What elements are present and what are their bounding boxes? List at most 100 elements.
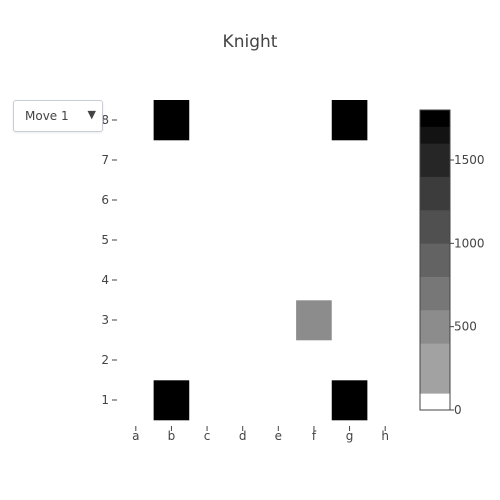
heatmap-cell-b4 bbox=[153, 260, 190, 301]
heatmap-cell-d3 bbox=[224, 300, 261, 341]
colorbar-band-6 bbox=[420, 176, 450, 211]
heatmap-cell-a4 bbox=[118, 260, 154, 301]
heatmap-cell-d7 bbox=[224, 140, 261, 181]
heatmap-cell-c4 bbox=[189, 260, 226, 301]
heatmap-cell-c7 bbox=[189, 140, 226, 181]
heatmap-cell-c2 bbox=[189, 340, 226, 381]
heatmap-cell-d4 bbox=[224, 260, 261, 301]
move-dropdown[interactable]: Move 1 ▼ bbox=[13, 100, 103, 132]
x-tick-d: d bbox=[239, 429, 247, 443]
heatmap-cell-f1 bbox=[296, 380, 333, 421]
x-axis: a b c d e f g h bbox=[132, 426, 389, 443]
heatmap-cell-b7 bbox=[153, 140, 190, 181]
heatmap-cell-a7 bbox=[118, 140, 154, 181]
chart-title: Knight bbox=[222, 32, 278, 52]
heatmap-cells bbox=[118, 100, 404, 421]
heatmap-cell-e8 bbox=[260, 100, 297, 141]
x-tick-e: e bbox=[275, 429, 282, 443]
colorbar-band-9 bbox=[420, 110, 450, 127]
y-tick-6: 6 bbox=[101, 193, 109, 207]
heatmap-cell-e6 bbox=[260, 180, 297, 221]
heatmap-cell-a8 bbox=[118, 100, 154, 141]
heatmap-cell-b5 bbox=[153, 220, 190, 261]
heatmap-cell-f5 bbox=[296, 220, 333, 261]
colorbar-tick-0: 0 bbox=[454, 403, 462, 417]
heatmap-cell-e2 bbox=[260, 340, 297, 381]
heatmap-cell-e1 bbox=[260, 380, 297, 421]
heatmap-cell-g5 bbox=[331, 220, 368, 261]
colorbar-tick-3: 1500 bbox=[454, 153, 485, 167]
colorbar-band-8 bbox=[420, 126, 450, 144]
colorbar: 0 500 1000 1500 bbox=[419, 109, 485, 417]
heatmap-cell-h3 bbox=[367, 300, 404, 341]
y-tick-3: 3 bbox=[101, 313, 109, 327]
heatmap-cell-h5 bbox=[367, 220, 404, 261]
heatmap-cell-f3 bbox=[296, 300, 333, 341]
heatmap-cell-g7 bbox=[331, 140, 368, 181]
heatmap-cell-b1 bbox=[153, 380, 190, 421]
heatmap-cell-h6 bbox=[367, 180, 404, 221]
heatmap-cell-h4 bbox=[367, 260, 404, 301]
heatmap-cell-c3 bbox=[189, 300, 226, 341]
y-tick-7: 7 bbox=[101, 153, 109, 167]
heatmap-cell-b3 bbox=[153, 300, 190, 341]
colorbar-outline bbox=[419, 109, 451, 411]
heatmap-cell-f8 bbox=[296, 100, 333, 141]
heatmap-cell-h7 bbox=[367, 140, 404, 181]
x-tick-a: a bbox=[132, 429, 139, 443]
heatmap-cell-d2 bbox=[224, 340, 261, 381]
heatmap-cell-g1 bbox=[331, 380, 368, 421]
heatmap-cell-a3 bbox=[118, 300, 154, 341]
heatmap-cell-a6 bbox=[118, 180, 154, 221]
y-axis: 1 2 3 4 5 6 7 8 bbox=[101, 113, 117, 407]
heatmap-cell-h8 bbox=[367, 100, 404, 141]
heatmap-cell-a5 bbox=[118, 220, 154, 261]
colorbar-band-2 bbox=[420, 310, 450, 344]
heatmap-cell-g2 bbox=[331, 340, 368, 381]
colorbar-band-4 bbox=[420, 243, 450, 277]
y-tick-5: 5 bbox=[101, 233, 109, 247]
heatmap-cell-f7 bbox=[296, 140, 333, 181]
heatmap-cell-f6 bbox=[296, 180, 333, 221]
heatmap-cell-d5 bbox=[224, 220, 261, 261]
heatmap-cell-a2 bbox=[118, 340, 154, 381]
heatmap-cell-e7 bbox=[260, 140, 297, 181]
heatmap-cell-c8 bbox=[189, 100, 226, 141]
heatmap-cell-f2 bbox=[296, 340, 333, 381]
heatmap-cell-e5 bbox=[260, 220, 297, 261]
heatmap-cell-b6 bbox=[153, 180, 190, 221]
y-tick-1: 1 bbox=[101, 393, 109, 407]
heatmap-cell-g3 bbox=[331, 300, 368, 341]
heatmap-cell-g6 bbox=[331, 180, 368, 221]
colorbar-band-5 bbox=[420, 210, 450, 244]
colorbar-band-0 bbox=[420, 393, 450, 411]
heatmap-cell-c1 bbox=[189, 380, 226, 421]
heatmap-cell-h1 bbox=[367, 380, 404, 421]
x-tick-h: h bbox=[381, 429, 389, 443]
heatmap-cell-g4 bbox=[331, 260, 368, 301]
heatmap-cell-b8 bbox=[153, 100, 190, 141]
heatmap-cell-d6 bbox=[224, 180, 261, 221]
heatmap-cell-c6 bbox=[189, 180, 226, 221]
heatmap-cell-b2 bbox=[153, 340, 190, 381]
heatmap-cell-e4 bbox=[260, 260, 297, 301]
chevron-down-icon: ▼ bbox=[87, 108, 96, 121]
heatmap-cell-d1 bbox=[224, 380, 261, 421]
y-tick-2: 2 bbox=[101, 353, 109, 367]
colorbar-band-7 bbox=[420, 143, 450, 177]
x-tick-f: f bbox=[312, 429, 317, 443]
heatmap-cell-a1 bbox=[118, 380, 154, 421]
heatmap-cell-d8 bbox=[224, 100, 261, 141]
heatmap-cell-f4 bbox=[296, 260, 333, 301]
x-tick-g: g bbox=[346, 429, 354, 443]
move-dropdown-label: Move 1 bbox=[25, 109, 69, 123]
heatmap-cell-g8 bbox=[331, 100, 368, 141]
colorbar-band-3 bbox=[420, 276, 450, 311]
heatmap-cell-e3 bbox=[260, 300, 297, 341]
x-tick-b: b bbox=[168, 429, 176, 443]
heatmap-cell-h2 bbox=[367, 340, 404, 381]
y-tick-4: 4 bbox=[101, 273, 109, 287]
y-tick-8: 8 bbox=[101, 113, 109, 127]
colorbar-band-1 bbox=[420, 343, 450, 394]
